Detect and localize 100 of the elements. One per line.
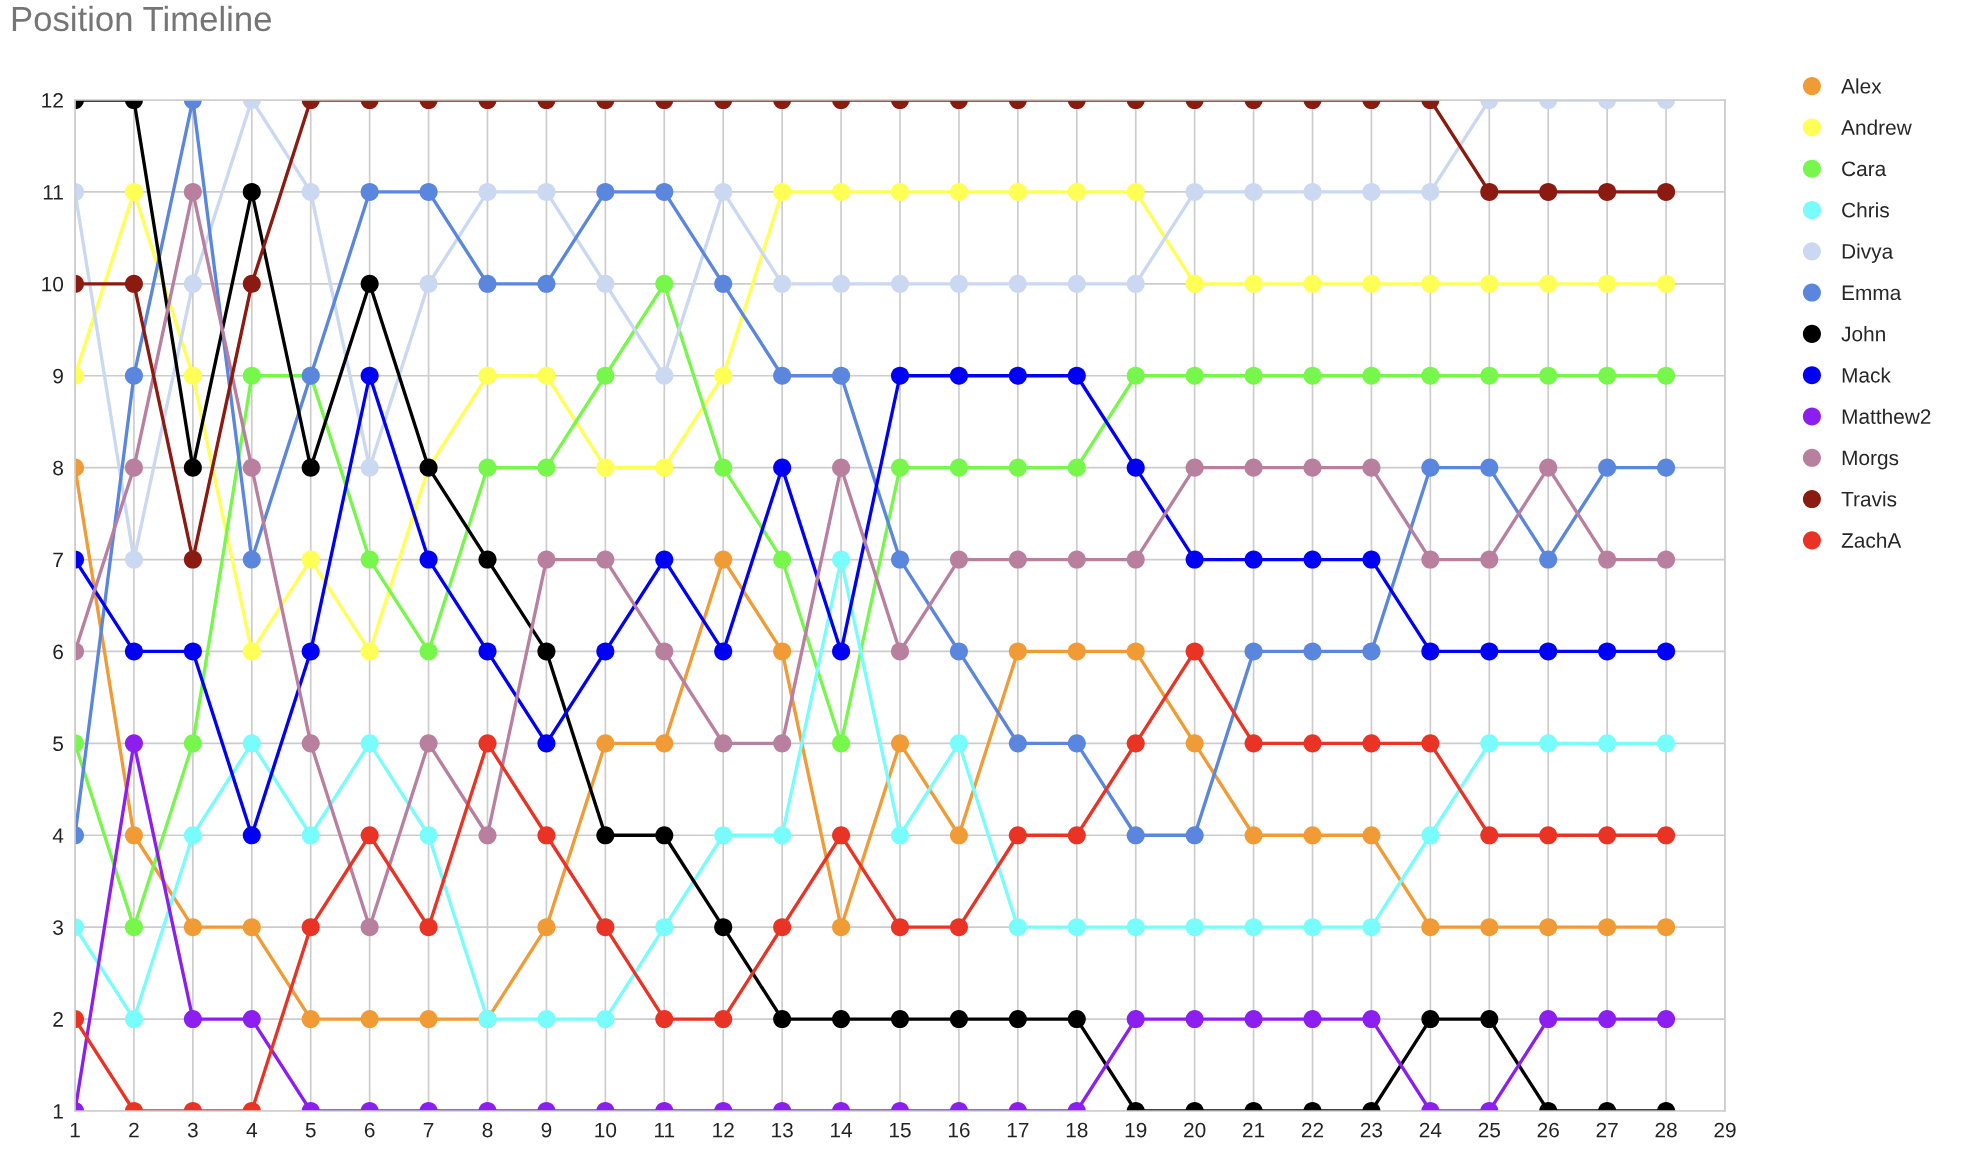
point xyxy=(124,1010,143,1029)
point xyxy=(890,274,910,293)
point xyxy=(596,182,615,201)
point xyxy=(1067,458,1086,477)
point xyxy=(1244,366,1263,385)
point xyxy=(1598,1010,1617,1029)
x-tick-label: 2 xyxy=(129,1122,139,1138)
point xyxy=(183,918,202,937)
x-tick-label: 9 xyxy=(541,1122,552,1138)
point xyxy=(301,826,320,845)
point xyxy=(714,1010,733,1029)
point xyxy=(655,274,674,293)
point xyxy=(1008,826,1027,845)
point xyxy=(1126,826,1145,845)
point xyxy=(242,918,261,937)
point xyxy=(1008,734,1027,753)
legend-label: Divya xyxy=(1842,243,1894,263)
point xyxy=(1539,550,1558,569)
point xyxy=(1421,1010,1440,1029)
point xyxy=(360,1010,379,1029)
point xyxy=(1067,734,1086,753)
point xyxy=(890,550,910,569)
point xyxy=(360,182,379,201)
y-tick-label: 11 xyxy=(43,185,63,200)
point xyxy=(714,642,733,661)
point xyxy=(1244,1010,1263,1029)
point xyxy=(242,182,261,201)
point xyxy=(773,826,792,845)
point xyxy=(949,366,968,385)
x-tick-label: 8 xyxy=(482,1122,493,1138)
point xyxy=(242,458,261,477)
point xyxy=(1421,182,1440,201)
point xyxy=(1657,642,1676,661)
point xyxy=(832,366,851,385)
point xyxy=(1185,550,1204,569)
point xyxy=(242,642,261,661)
point xyxy=(1539,826,1558,845)
point xyxy=(949,458,968,477)
point xyxy=(360,642,379,661)
point xyxy=(124,274,143,293)
point xyxy=(537,734,556,753)
point xyxy=(655,182,674,201)
point xyxy=(714,918,733,937)
x-tick-label: 21 xyxy=(1243,1122,1265,1138)
y-tick-label: 10 xyxy=(42,276,64,292)
point xyxy=(1657,918,1676,937)
point xyxy=(714,366,733,385)
point xyxy=(1657,734,1676,753)
point xyxy=(949,826,968,845)
point xyxy=(419,826,438,845)
point xyxy=(478,642,497,661)
point xyxy=(1421,642,1440,661)
point xyxy=(1244,182,1263,201)
point xyxy=(1598,458,1617,477)
point xyxy=(714,550,733,569)
point xyxy=(949,550,968,569)
point xyxy=(1421,734,1440,753)
point xyxy=(537,826,556,845)
point xyxy=(1067,550,1086,569)
point xyxy=(890,918,910,937)
point xyxy=(1598,274,1617,293)
point xyxy=(537,642,556,661)
point xyxy=(949,1010,968,1029)
point xyxy=(478,366,497,385)
point xyxy=(419,1010,438,1029)
legend-label: Chris xyxy=(1842,202,1889,218)
point xyxy=(1362,1010,1381,1029)
point xyxy=(655,366,674,385)
legend-label: Andrew xyxy=(1841,119,1912,135)
point xyxy=(537,550,556,569)
y-tick-label: 3 xyxy=(53,920,63,935)
point xyxy=(124,734,143,753)
point xyxy=(360,734,379,753)
point xyxy=(1185,182,1204,201)
point xyxy=(124,550,143,569)
point xyxy=(832,274,851,293)
point xyxy=(1480,182,1499,201)
point xyxy=(301,642,320,661)
point xyxy=(832,918,851,937)
y-tick-label: 2 xyxy=(53,1012,63,1027)
point xyxy=(1126,642,1145,661)
point xyxy=(1421,274,1440,293)
x-tick-label: 13 xyxy=(772,1122,793,1138)
point xyxy=(596,550,615,569)
point xyxy=(1480,274,1499,293)
x-tick-label: 1 xyxy=(70,1122,80,1138)
point xyxy=(1598,366,1617,385)
point xyxy=(242,826,261,845)
point xyxy=(1539,274,1558,293)
point xyxy=(1657,550,1676,569)
point xyxy=(773,918,792,937)
point xyxy=(419,274,438,293)
point xyxy=(596,734,615,753)
point xyxy=(1362,182,1381,201)
point xyxy=(949,274,968,293)
point xyxy=(1480,1010,1499,1029)
point xyxy=(1244,826,1263,845)
point xyxy=(1244,274,1263,293)
y-tick-label: 12 xyxy=(42,93,63,108)
point xyxy=(1008,274,1027,293)
